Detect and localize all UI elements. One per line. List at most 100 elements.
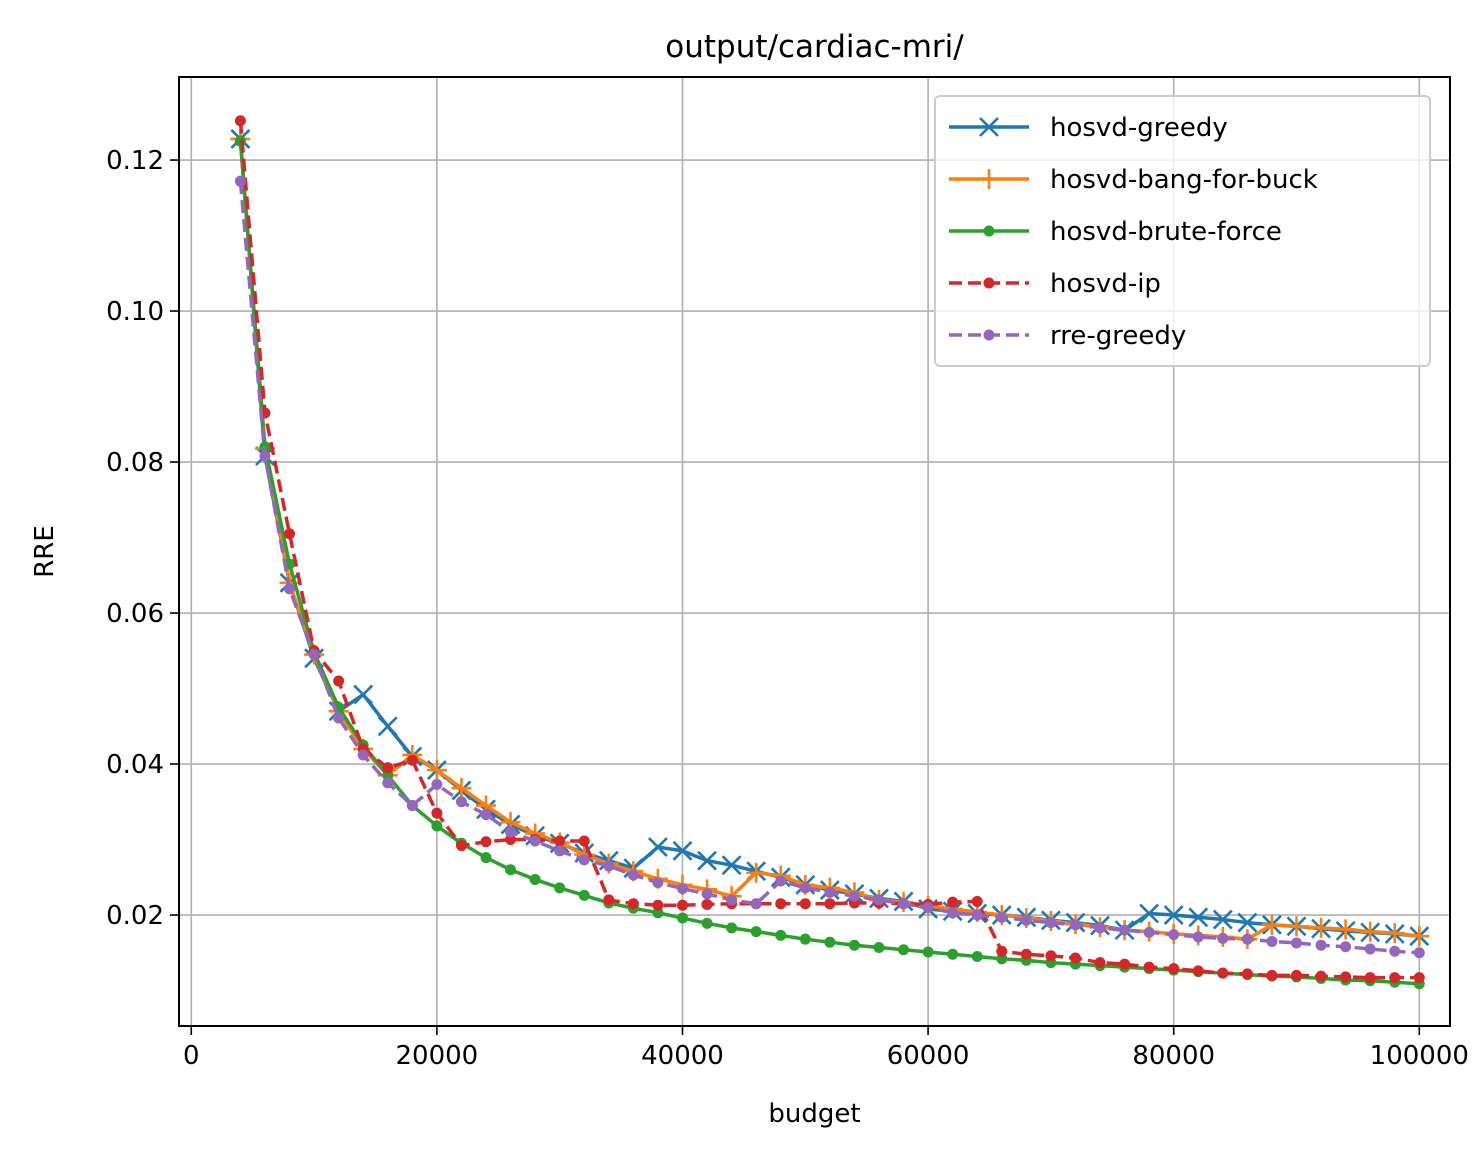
data-point xyxy=(1311,917,1332,938)
data-point xyxy=(726,922,738,934)
data-point xyxy=(799,933,811,945)
data-point xyxy=(824,936,836,948)
data-point xyxy=(284,528,296,540)
data-point xyxy=(1020,914,1032,926)
data-point xyxy=(701,888,713,900)
data-point xyxy=(922,901,934,913)
legend-label: rre-greedy xyxy=(1050,321,1186,351)
data-point xyxy=(1266,935,1278,947)
data-point xyxy=(799,898,811,910)
data-point xyxy=(1286,916,1307,937)
legend-marker xyxy=(983,329,995,341)
data-point xyxy=(1217,932,1229,944)
data-point xyxy=(1389,945,1401,957)
data-point xyxy=(1217,967,1229,979)
data-point xyxy=(1192,965,1204,977)
data-point xyxy=(775,929,787,941)
data-point xyxy=(1315,939,1327,951)
data-point xyxy=(554,882,566,894)
legend-label: hosvd-greedy xyxy=(1050,113,1228,143)
y-tick-label: 0.02 xyxy=(106,901,164,931)
data-point xyxy=(947,907,959,919)
y-tick-label: 0.06 xyxy=(106,599,164,629)
data-point xyxy=(652,877,664,889)
data-point xyxy=(648,837,668,857)
data-point xyxy=(1389,972,1401,984)
legend-item: rre-greedy xyxy=(949,321,1186,351)
data-point xyxy=(676,883,688,895)
data-point xyxy=(971,909,983,921)
data-point xyxy=(750,898,762,910)
data-point xyxy=(726,894,738,906)
ticks: 0 20000 40000 60000 80000 100000 0.02 0.04 0.06 0… xyxy=(106,146,1469,1071)
data-point xyxy=(480,809,492,821)
data-point xyxy=(234,175,246,187)
y-tick-label: 0.12 xyxy=(106,146,164,176)
legend: hosvd-greedy hosvd-bang-for-buck hosvd-bru… xyxy=(934,95,1431,367)
data-point xyxy=(1409,926,1430,947)
legend-box xyxy=(934,95,1431,367)
data-point xyxy=(824,898,836,910)
data-point xyxy=(1045,950,1057,962)
data-point xyxy=(1364,972,1376,984)
data-point xyxy=(603,860,615,872)
data-point xyxy=(431,807,443,819)
plot-frame xyxy=(178,76,1451,1027)
y-axis-label: RRE xyxy=(30,525,60,578)
data-point xyxy=(652,907,664,919)
data-point xyxy=(406,754,418,766)
data-point xyxy=(775,875,787,887)
data-point xyxy=(308,649,320,661)
data-point xyxy=(1340,941,1352,953)
data-point xyxy=(1315,970,1327,982)
data-point xyxy=(873,941,885,953)
chart-title: output/cardiac-mri/ xyxy=(665,29,964,65)
data-point xyxy=(1237,912,1258,933)
data-point xyxy=(701,917,713,929)
legend-marker xyxy=(979,117,999,137)
data-point xyxy=(1290,969,1302,981)
data-point xyxy=(898,898,910,910)
data-point xyxy=(1139,903,1160,924)
data-point xyxy=(1094,957,1106,969)
data-point xyxy=(848,939,860,951)
legend-marker xyxy=(983,277,995,289)
y-tick-label: 0.10 xyxy=(106,297,164,327)
data-point xyxy=(1413,947,1425,959)
data-point xyxy=(455,796,467,808)
data-point xyxy=(1364,943,1376,955)
data-point xyxy=(1212,909,1233,930)
data-point xyxy=(554,845,566,857)
data-point xyxy=(353,684,374,705)
data-point xyxy=(627,898,639,910)
data-point xyxy=(1168,963,1180,975)
legend-item: hosvd-greedy xyxy=(949,113,1228,143)
data-point xyxy=(1360,921,1381,942)
data-point xyxy=(1290,937,1302,949)
data-point xyxy=(578,835,590,847)
data-point xyxy=(746,862,767,883)
data-point xyxy=(1045,917,1057,929)
data-point xyxy=(1094,922,1106,934)
x-tick-label: 0 xyxy=(183,1041,200,1071)
series-rre-greedy xyxy=(234,175,1425,959)
data-point xyxy=(1168,929,1180,941)
data-point xyxy=(284,583,296,595)
series-layer xyxy=(230,115,1430,990)
data-point xyxy=(431,820,443,832)
data-point xyxy=(1119,958,1131,970)
x-tick-label: 80000 xyxy=(1132,1041,1215,1071)
data-point xyxy=(799,882,811,894)
legend-label: hosvd-bang-for-buck xyxy=(1050,165,1318,195)
data-point xyxy=(1020,948,1032,960)
data-point xyxy=(996,953,1008,965)
x-tick-label: 20000 xyxy=(396,1041,479,1071)
data-point xyxy=(1261,914,1282,935)
y-tick-label: 0.08 xyxy=(106,448,164,478)
data-point xyxy=(554,835,566,847)
data-point xyxy=(721,855,742,876)
data-point xyxy=(1340,971,1352,983)
data-point xyxy=(333,712,345,724)
data-point xyxy=(259,450,271,462)
